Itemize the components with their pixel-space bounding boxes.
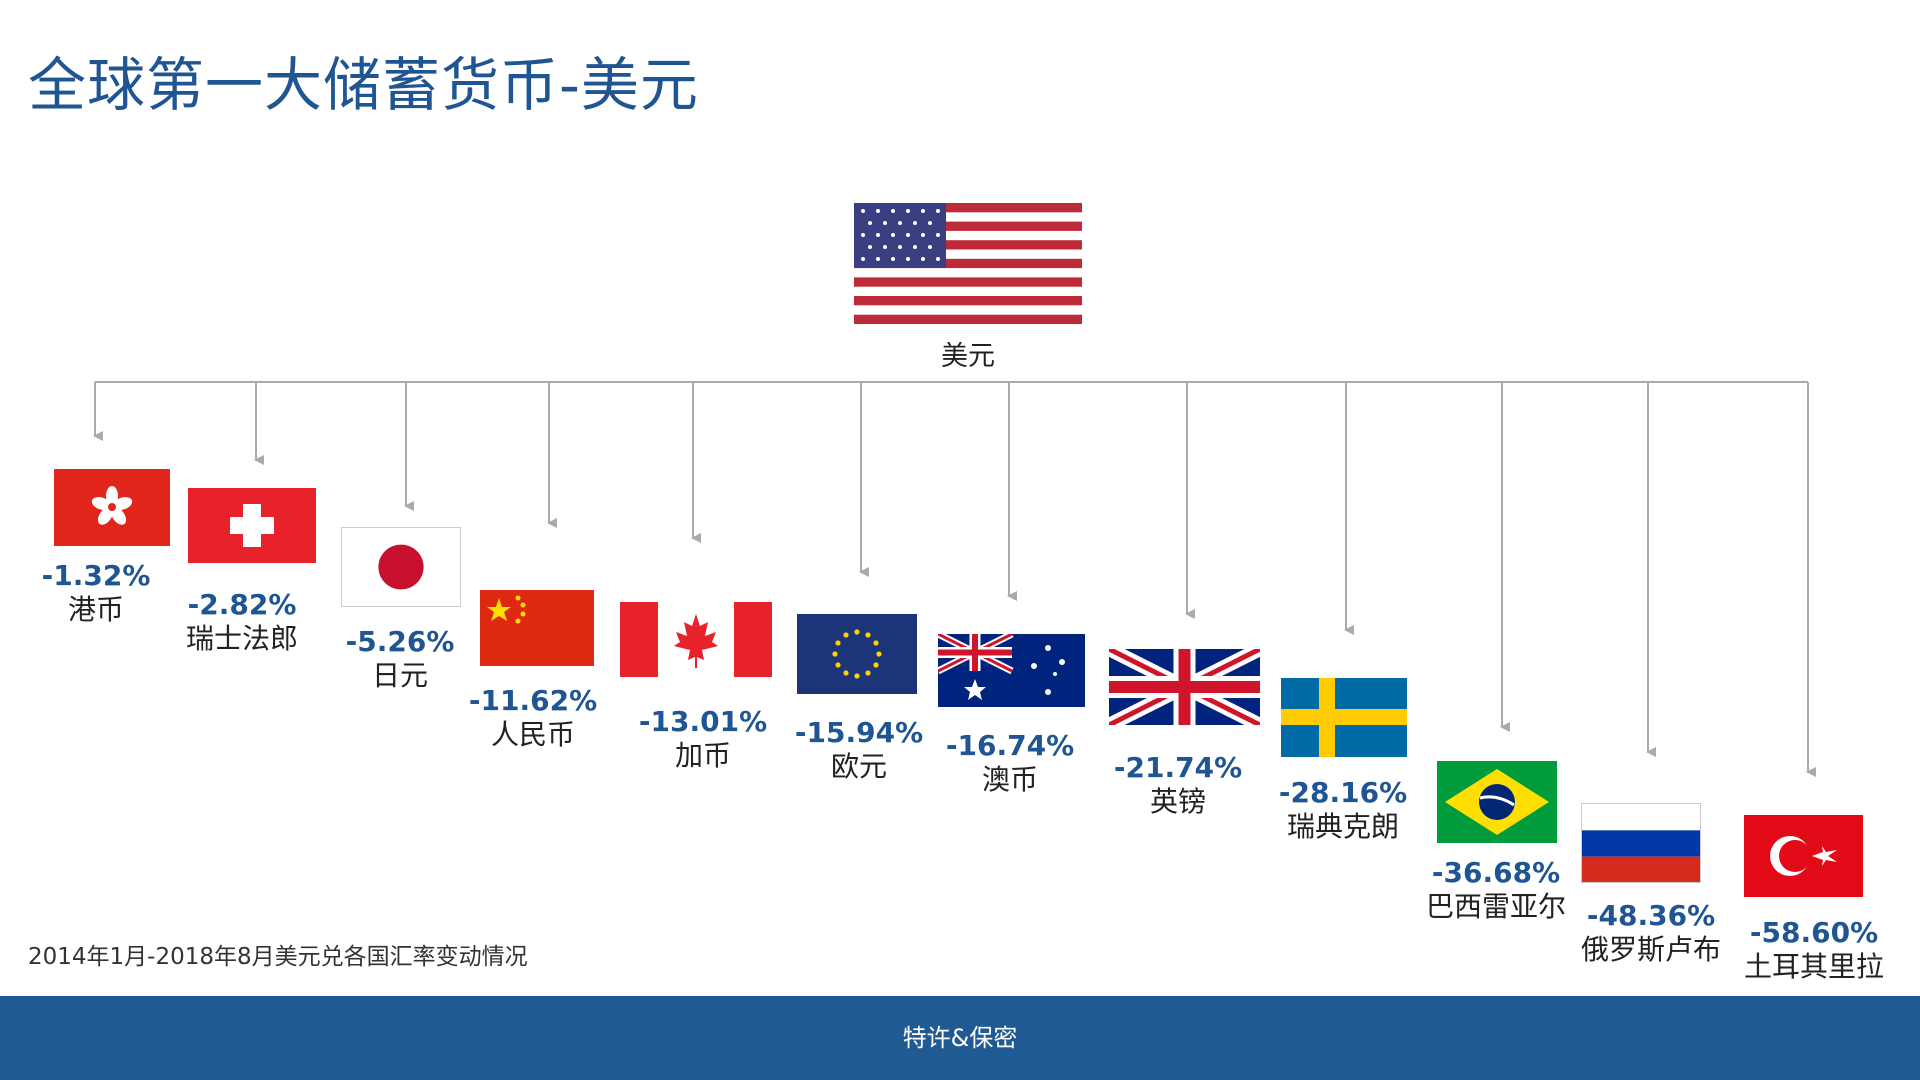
currency-name: 巴西雷亚尔 [1425,890,1566,923]
brazil-flag-icon [1437,761,1557,843]
eu-flag-icon [797,614,917,694]
change-value: -16.74% [945,729,1075,762]
change-value: -1.32% [41,559,151,592]
currency-item-gbp: -21.74% 英镑 [1078,751,1278,819]
currency-item-rub: -48.36% 俄罗斯卢布 [1551,899,1751,967]
currency-item-aud: -16.74% 澳币 [910,729,1110,797]
uk-flag-icon [1109,649,1260,725]
japan-flag-icon [341,527,461,607]
page-title: 全球第一大储蓄货币-美元 [28,51,699,119]
currency-item-cny: -11.62% 人民币 [433,684,633,752]
currency-name: 澳币 [981,763,1038,796]
currency-name: 土耳其里拉 [1743,950,1884,983]
currency-name: 瑞士法郎 [185,622,298,655]
canada-flag-icon [620,602,772,677]
currency-item-jpy: -5.26% 日元 [300,625,500,693]
change-value: -48.36% [1586,899,1716,932]
currency-item-sek: -28.16% 瑞典克朗 [1243,776,1443,844]
currency-name: 港币 [67,593,124,626]
change-value: -21.74% [1113,751,1243,784]
root-currency-label: 美元 [941,341,995,372]
currency-item-try: -58.60% 土耳其里拉 [1714,916,1914,984]
change-value: -2.82% [187,588,297,621]
hong-kong-flag-icon [54,469,170,546]
currency-name: 欧元 [830,750,887,783]
currency-name: 加币 [674,739,731,772]
change-value: -13.01% [638,705,768,738]
footer-confidential-label: 特许&保密 [902,1024,1018,1052]
currency-item-brl: -36.68% 巴西雷亚尔 [1396,856,1596,924]
currency-name: 俄罗斯卢布 [1580,933,1721,966]
change-value: -15.94% [794,716,924,749]
change-value: -58.60% [1749,916,1879,949]
change-value: -5.26% [345,625,455,658]
footnote: 2014年1月-2018年8月美元兑各国汇率变动情况 [28,944,528,970]
us-flag-icon [854,203,1082,324]
russia-flag-icon [1581,803,1701,883]
currency-item-cad: -13.01% 加币 [603,705,803,773]
sweden-flag-icon [1281,678,1407,757]
currency-item-eur: -15.94% 欧元 [759,716,959,784]
turkey-flag-icon [1744,815,1863,897]
currency-item-hkd: -1.32% 港币 [0,559,196,627]
currency-name: 英镑 [1149,785,1206,818]
currency-name: 人民币 [490,718,575,751]
change-value: -11.62% [468,684,598,717]
change-value: -28.16% [1278,776,1408,809]
change-value: -36.68% [1431,856,1561,889]
currency-item-chf: -2.82% 瑞士法郎 [142,588,342,656]
china-flag-icon [480,590,594,666]
currency-name: 日元 [371,659,428,692]
currency-name: 瑞典克朗 [1286,810,1399,843]
footer-bar: 特许&保密 [0,996,1920,1080]
switzerland-flag-icon [188,488,316,563]
australia-flag-icon [938,634,1085,707]
